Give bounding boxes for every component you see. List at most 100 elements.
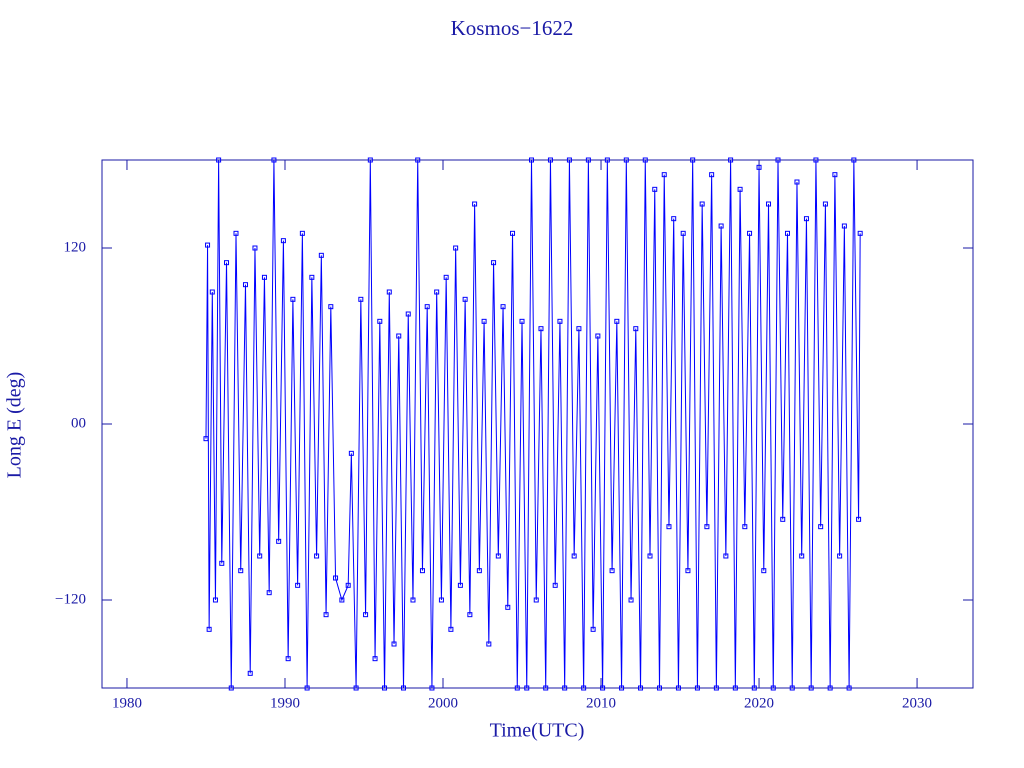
data-point xyxy=(261,274,267,280)
data-point xyxy=(401,685,406,691)
data-point xyxy=(309,274,315,280)
data-point xyxy=(419,568,425,574)
data-point xyxy=(358,296,364,302)
data-point xyxy=(794,179,800,185)
data-point xyxy=(571,553,577,559)
x-tick-label: 2030 xyxy=(902,695,932,711)
data-point xyxy=(457,582,463,588)
data-point xyxy=(224,260,230,266)
data-point xyxy=(391,641,397,647)
data-point xyxy=(841,223,847,229)
data-point xyxy=(770,685,776,691)
data-point xyxy=(505,604,511,610)
data-point xyxy=(803,216,809,222)
plot-frame xyxy=(101,159,974,689)
data-point xyxy=(462,296,468,302)
data-point xyxy=(318,252,324,258)
data-point xyxy=(600,685,606,691)
data-point xyxy=(209,289,215,295)
data-point xyxy=(856,516,862,522)
data-point xyxy=(510,230,516,236)
data-point xyxy=(304,685,310,691)
data-point xyxy=(538,326,544,332)
data-point xyxy=(424,304,430,310)
data-point xyxy=(713,685,719,691)
data-point xyxy=(822,201,828,207)
data-point xyxy=(552,582,558,588)
data-point xyxy=(266,590,272,596)
data-point xyxy=(671,216,677,222)
data-point xyxy=(519,318,525,324)
data-point xyxy=(647,553,653,559)
data-point xyxy=(257,553,263,559)
data-point xyxy=(742,524,748,530)
data-point xyxy=(709,172,715,178)
data-point xyxy=(780,516,786,522)
data-point xyxy=(818,524,824,530)
data-point xyxy=(386,289,392,295)
data-point xyxy=(581,685,587,691)
data-point xyxy=(562,685,568,691)
data-point xyxy=(723,553,729,559)
data-point xyxy=(495,553,501,559)
x-axis-label: Time(UTC) xyxy=(490,720,585,742)
x-tick-label: 1980 xyxy=(112,695,142,711)
data-point xyxy=(675,685,681,691)
data-point xyxy=(751,685,757,691)
data-point xyxy=(728,157,734,163)
data-point xyxy=(851,157,857,163)
data-point xyxy=(761,568,767,574)
y-tick-label: 00 xyxy=(71,415,86,431)
data-point xyxy=(396,333,402,339)
data-point xyxy=(216,157,222,163)
data-point xyxy=(857,230,863,236)
data-point xyxy=(333,575,339,581)
data-point xyxy=(500,304,506,310)
data-point xyxy=(363,612,369,618)
data-point xyxy=(410,597,416,603)
data-point xyxy=(799,553,805,559)
data-point xyxy=(666,524,672,530)
data-line xyxy=(205,159,861,689)
data-point xyxy=(367,157,373,163)
data-point xyxy=(476,568,482,574)
data-point xyxy=(219,560,225,566)
data-point xyxy=(846,685,852,691)
data-point xyxy=(813,157,819,163)
data-point xyxy=(685,568,691,574)
data-point xyxy=(443,274,449,280)
data-point xyxy=(323,612,329,618)
data-point xyxy=(491,260,497,266)
data-point xyxy=(784,230,790,236)
data-point xyxy=(348,450,354,456)
data-point xyxy=(271,157,277,163)
data-point xyxy=(533,597,539,603)
data-point xyxy=(372,656,378,662)
data-point xyxy=(609,568,615,574)
data-point xyxy=(448,626,454,632)
data-point xyxy=(486,641,492,647)
data-point xyxy=(690,157,696,163)
data-point xyxy=(314,553,320,559)
data-point xyxy=(789,685,795,691)
data-point xyxy=(290,296,296,302)
data-point xyxy=(472,201,478,207)
data-point xyxy=(808,685,814,691)
data-point xyxy=(339,597,345,603)
data-point xyxy=(832,172,838,178)
data-point xyxy=(524,685,530,691)
data-point xyxy=(595,333,601,339)
data-point xyxy=(827,685,833,691)
data-point xyxy=(205,242,211,248)
data-point xyxy=(694,685,700,691)
data-point xyxy=(766,201,772,207)
data-point xyxy=(628,597,634,603)
data-point xyxy=(481,318,487,324)
data-point xyxy=(228,685,234,691)
data-point xyxy=(377,318,383,324)
data-point xyxy=(238,568,244,574)
data-point xyxy=(642,157,648,163)
data-point xyxy=(718,223,724,229)
data-point xyxy=(242,282,248,288)
